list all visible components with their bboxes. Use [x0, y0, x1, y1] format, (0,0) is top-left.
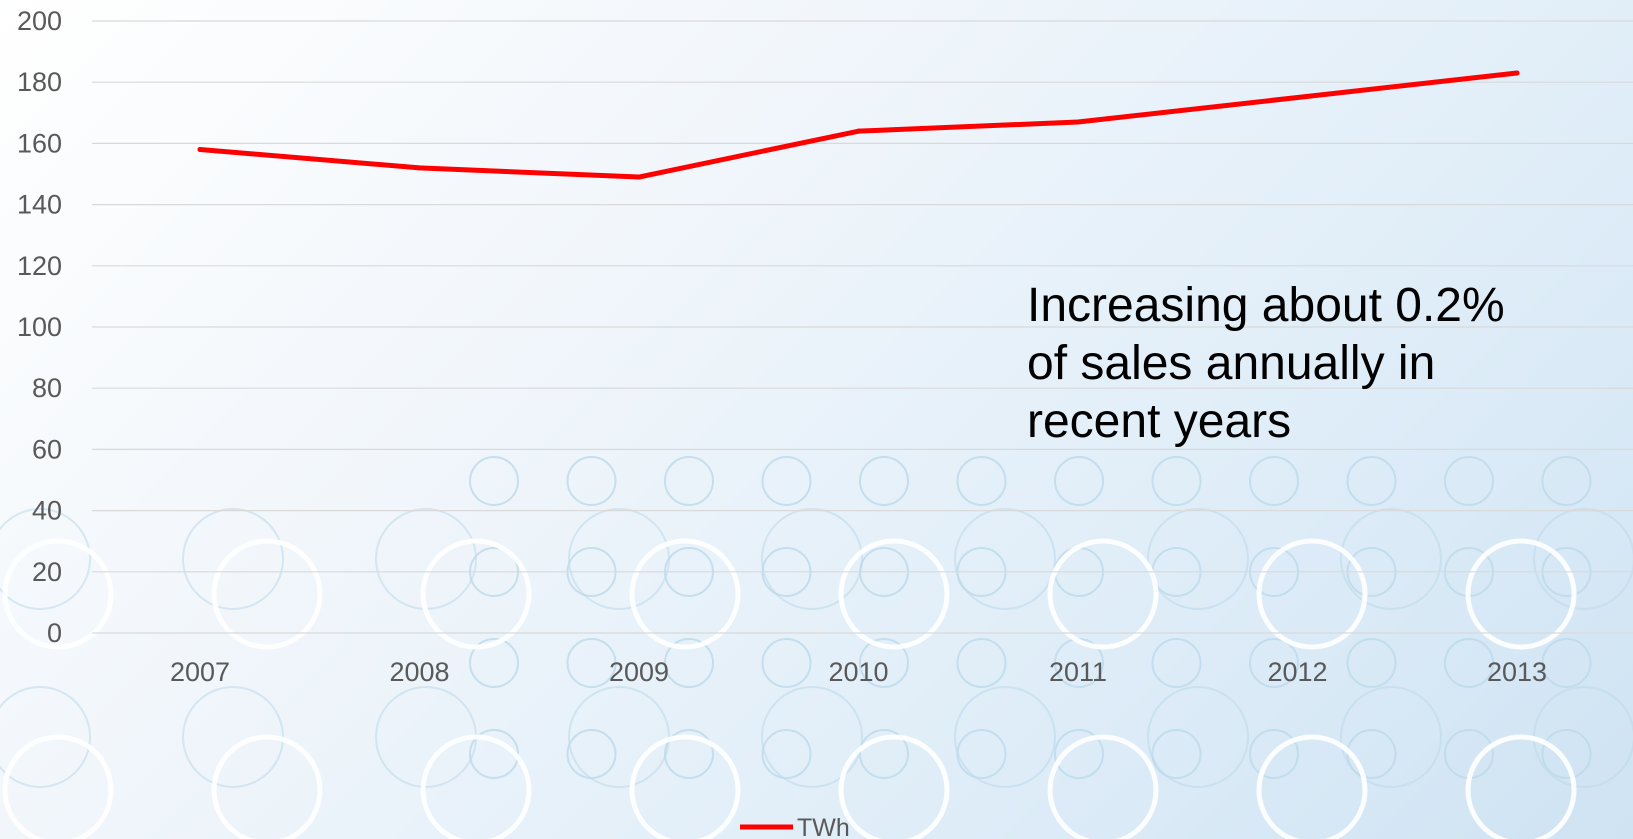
- legend: TWh: [740, 814, 850, 839]
- y-tick-label: 160: [17, 128, 62, 158]
- decoration-circle: [1054, 456, 1104, 506]
- decoration-circle: [469, 638, 519, 688]
- data-point: [1514, 70, 1520, 76]
- decoration-circle: [420, 538, 532, 650]
- x-tick-label: 2007: [170, 657, 230, 687]
- decoration-circle: [211, 734, 323, 839]
- y-tick-label: 20: [32, 557, 62, 587]
- decoration-circle: [1147, 508, 1249, 610]
- decoration-circle: [1340, 686, 1442, 788]
- decoration-circle: [2, 734, 114, 839]
- x-axis: 2007 2008 2009 2010 2011 2012 2013: [170, 657, 1547, 687]
- decoration-circle: [838, 734, 950, 839]
- decoration-circle: [956, 456, 1007, 506]
- decoration-circle: [420, 734, 532, 839]
- decoration-circle: [1444, 638, 1494, 688]
- data-point: [1295, 95, 1300, 100]
- x-tick-label: 2013: [1487, 657, 1547, 687]
- decoration-circle: [568, 686, 670, 788]
- decoration-circle: [629, 538, 741, 650]
- decoration-circle: [1151, 638, 1202, 688]
- decoration-circle: [761, 686, 863, 788]
- annotation-text: Increasing about 0.2% of sales annually …: [1027, 279, 1505, 448]
- decoration-circle: [568, 508, 670, 610]
- y-tick-label: 100: [17, 312, 62, 342]
- decoration-circle: [1340, 508, 1442, 610]
- decoration-circle: [664, 638, 714, 688]
- y-tick-label: 120: [17, 251, 62, 281]
- decoration-circle: [1256, 734, 1368, 839]
- decoration-circle: [859, 456, 909, 506]
- series-twh: [197, 70, 1520, 180]
- decoration-circle: [629, 734, 741, 839]
- decoration-circle: [1465, 538, 1577, 650]
- decoration-circle: [956, 638, 1007, 688]
- data-point: [417, 165, 422, 171]
- decoration-circle: [1256, 538, 1368, 650]
- y-axis: 0 20 40 60 80 100 120 140 160 180 200: [17, 6, 62, 648]
- data-point: [856, 128, 861, 134]
- decoration-circle: [1249, 456, 1299, 506]
- decoration-circle: [1047, 734, 1159, 839]
- gridlines: [92, 20, 1633, 634]
- decoration-circle: [0, 686, 91, 788]
- decoration-circle: [1249, 638, 1299, 688]
- y-tick-label: 200: [17, 6, 62, 36]
- background-circle-pattern: [0, 456, 1633, 839]
- decoration-circle: [182, 508, 284, 610]
- decoration-circle: [566, 456, 617, 506]
- decoration-circle: [566, 729, 617, 779]
- decoration-circle: [211, 538, 323, 650]
- x-tick-label: 2008: [389, 657, 449, 687]
- decoration-circle: [1346, 456, 1397, 506]
- y-tick-label: 180: [17, 67, 62, 97]
- decoration-circle: [2, 538, 114, 650]
- decoration-circle: [664, 729, 714, 779]
- decoration-circle: [761, 456, 812, 506]
- decoration-circle: [1541, 456, 1592, 506]
- y-tick-label: 60: [32, 434, 62, 464]
- decoration-circle: [1249, 729, 1299, 779]
- decoration-circle: [859, 638, 909, 688]
- decoration-circle: [761, 729, 812, 779]
- decoration-circle: [1047, 538, 1159, 650]
- decoration-circle: [1054, 729, 1104, 779]
- decoration-circle: [1444, 456, 1494, 506]
- decoration-circle: [1465, 734, 1577, 839]
- decoration-circle: [761, 508, 863, 610]
- legend-label-twh: TWh: [797, 814, 850, 839]
- y-tick-label: 80: [32, 373, 62, 403]
- series-line-twh: [197, 70, 1520, 180]
- decoration-circle: [1541, 638, 1592, 688]
- decoration-circle: [1541, 729, 1592, 779]
- decoration-circle: [469, 456, 519, 506]
- decoration-circle: [954, 508, 1056, 610]
- decoration-circle: [0, 508, 91, 610]
- decoration-circle: [954, 686, 1056, 788]
- decoration-circle: [1533, 508, 1633, 610]
- decoration-circle: [1151, 456, 1202, 506]
- decoration-circle: [838, 538, 950, 650]
- y-tick-label: 140: [17, 190, 62, 220]
- data-point: [197, 147, 203, 153]
- data-point: [636, 174, 642, 180]
- data-point: [1075, 119, 1081, 125]
- x-tick-label: 2009: [609, 657, 669, 687]
- decoration-circle: [1147, 686, 1249, 788]
- decoration-circle: [1151, 729, 1202, 779]
- decoration-circle: [664, 456, 714, 506]
- decoration-circle: [761, 638, 812, 688]
- x-tick-label: 2011: [1049, 657, 1107, 687]
- y-tick-label: 0: [47, 618, 62, 648]
- x-tick-label: 2010: [828, 657, 888, 687]
- x-tick-label: 2012: [1267, 657, 1327, 687]
- decoration-circle: [956, 729, 1007, 779]
- decoration-circle: [375, 508, 477, 610]
- y-tick-label: 40: [32, 496, 62, 526]
- decoration-circle: [566, 638, 617, 688]
- decoration-circle: [1346, 638, 1397, 688]
